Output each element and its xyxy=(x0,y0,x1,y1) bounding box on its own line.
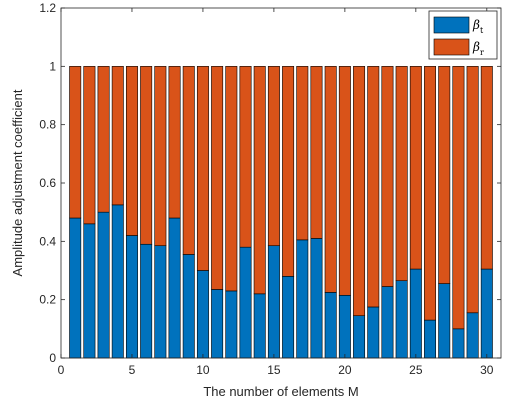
bar-beta-r-16 xyxy=(282,66,295,277)
legend-swatch-t xyxy=(433,16,470,34)
bar-beta-r-30 xyxy=(480,66,493,270)
bars-group xyxy=(69,66,493,359)
x-tick-label: 5 xyxy=(129,363,136,377)
bar-beta-t-12 xyxy=(225,290,238,359)
bar-beta-r-18 xyxy=(310,66,323,239)
bar-beta-r-4 xyxy=(111,66,124,206)
bar-beta-t-20 xyxy=(338,294,351,359)
bar-beta-r-5 xyxy=(125,66,138,236)
bar-beta-r-19 xyxy=(324,66,337,293)
x-axis-label: The number of elements M xyxy=(203,384,358,399)
bar-beta-r-14 xyxy=(253,66,266,295)
bar-beta-r-25 xyxy=(409,66,422,270)
bar-beta-t-27 xyxy=(438,283,451,359)
x-tick-label: 0 xyxy=(58,363,65,377)
bar-beta-t-18 xyxy=(310,238,323,359)
bar-beta-r-28 xyxy=(452,66,465,330)
axes-group: 0 5 10 15 20 25 30 0 0.2 0.4 0.6 0.8 1 1.2 xyxy=(39,1,502,377)
legend-label-r: βr xyxy=(472,40,484,57)
bar-beta-r-3 xyxy=(97,66,110,213)
bar-beta-t-22 xyxy=(367,306,380,359)
bar-beta-r-12 xyxy=(225,66,238,292)
bar-beta-t-28 xyxy=(452,328,465,359)
bar-beta-r-22 xyxy=(367,66,380,308)
bar-beta-r-21 xyxy=(353,66,366,317)
bar-beta-t-26 xyxy=(424,319,437,359)
bar-beta-t-21 xyxy=(353,315,366,359)
bar-beta-t-11 xyxy=(211,289,224,359)
bar-beta-r-17 xyxy=(296,66,309,241)
bar-beta-t-7 xyxy=(154,245,167,359)
bar-beta-t-30 xyxy=(480,268,493,359)
bar-beta-r-10 xyxy=(196,66,209,271)
y-tick-label: 0 xyxy=(49,351,56,365)
bar-beta-t-1 xyxy=(69,217,82,359)
bar-beta-t-16 xyxy=(282,276,295,359)
bar-beta-r-9 xyxy=(182,66,195,255)
bar-beta-t-9 xyxy=(182,254,195,359)
bar-beta-r-27 xyxy=(438,66,451,284)
bar-beta-t-3 xyxy=(97,211,110,359)
bar-beta-t-14 xyxy=(253,293,266,359)
x-tick-label: 25 xyxy=(409,363,423,377)
bar-beta-r-29 xyxy=(466,66,479,314)
bar-beta-r-11 xyxy=(211,66,224,290)
bar-beta-r-1 xyxy=(69,66,82,219)
legend: βt βr xyxy=(428,10,498,60)
x-tick-label: 15 xyxy=(267,363,281,377)
bar-beta-r-13 xyxy=(239,66,252,248)
bar-beta-t-29 xyxy=(466,312,479,359)
bar-beta-t-19 xyxy=(324,292,337,359)
legend-label-t: βt xyxy=(472,18,484,35)
bar-beta-t-25 xyxy=(409,268,422,359)
bar-beta-r-15 xyxy=(267,66,280,247)
y-tick-label: 0.4 xyxy=(39,234,56,248)
bar-beta-t-4 xyxy=(111,204,124,359)
x-tick-label: 10 xyxy=(196,363,210,377)
bar-beta-t-5 xyxy=(125,235,138,359)
bar-beta-t-24 xyxy=(395,280,408,359)
y-tick-label: 0.2 xyxy=(39,293,56,307)
bar-beta-r-2 xyxy=(83,66,96,225)
y-axis-label: Amplitude adjustment coefficient xyxy=(10,89,25,276)
bar-beta-r-7 xyxy=(154,66,167,247)
bar-beta-r-8 xyxy=(168,66,181,219)
bar-beta-r-23 xyxy=(381,66,394,287)
bar-beta-r-24 xyxy=(395,66,408,282)
y-tick-label: 0.6 xyxy=(39,176,56,190)
bar-beta-r-20 xyxy=(338,66,351,296)
bar-beta-r-26 xyxy=(424,66,437,321)
bar-beta-t-6 xyxy=(140,243,153,359)
bar-beta-t-8 xyxy=(168,217,181,359)
x-tick-label: 20 xyxy=(338,363,352,377)
bar-beta-r-6 xyxy=(140,66,153,245)
bar-beta-t-2 xyxy=(83,223,96,359)
x-tick-label: 30 xyxy=(480,363,494,377)
bar-beta-t-23 xyxy=(381,286,394,359)
y-tick-label: 1.2 xyxy=(39,1,56,15)
legend-swatch-r xyxy=(433,38,470,56)
y-tick-label: 0.8 xyxy=(39,118,56,132)
bar-beta-t-13 xyxy=(239,246,252,359)
bar-beta-t-17 xyxy=(296,239,309,359)
y-tick-label: 1 xyxy=(49,59,56,73)
bar-beta-t-10 xyxy=(196,270,209,359)
bar-beta-t-15 xyxy=(267,245,280,359)
